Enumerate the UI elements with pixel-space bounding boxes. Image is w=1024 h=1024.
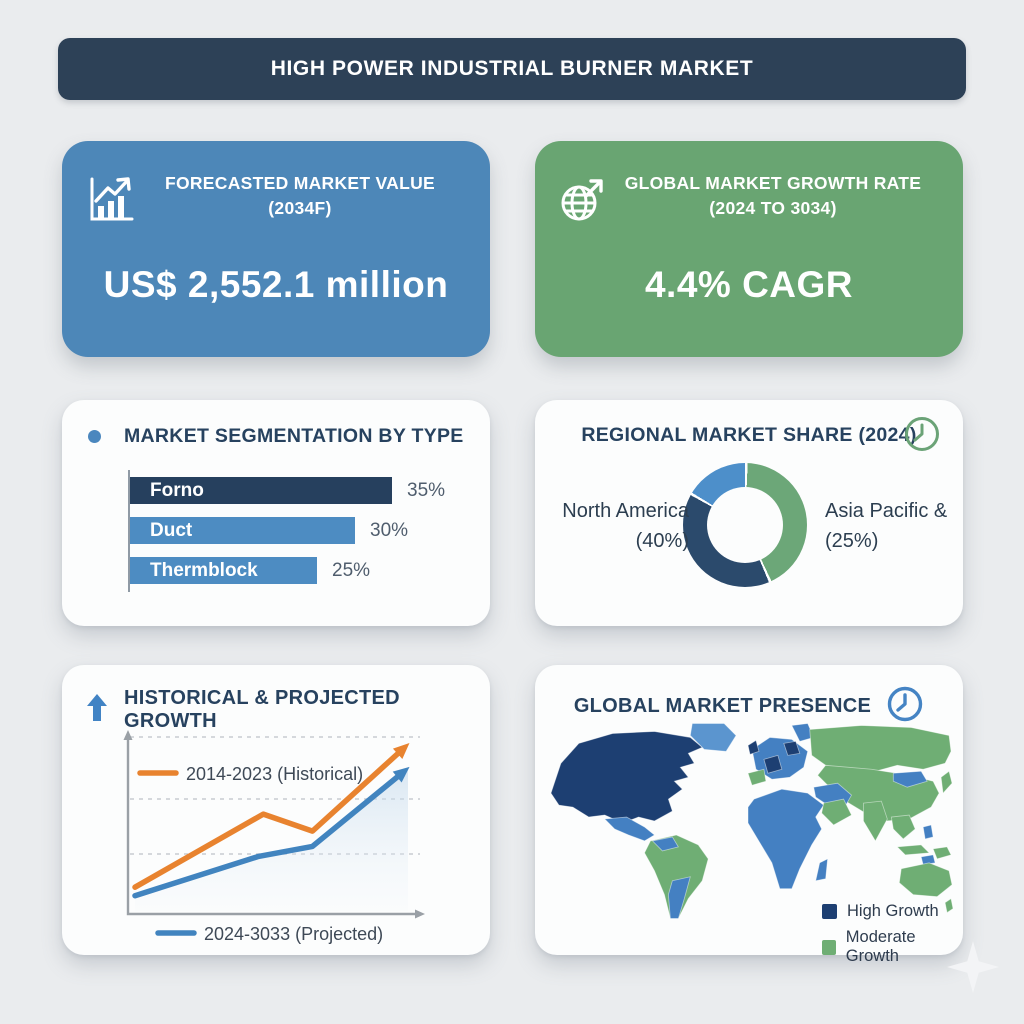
donut-label-text: North America	[562, 500, 689, 522]
bar-value: 30%	[370, 519, 409, 541]
regional-title: REGIONAL MARKET SHARE (2024)	[581, 424, 917, 446]
up-arrow-icon	[86, 693, 108, 727]
area-fill-layer	[135, 768, 408, 911]
segment-bar: Duct	[130, 517, 355, 544]
axes	[123, 730, 425, 919]
growth-rate-title-line1: GLOBAL MARKET GROWTH RATE	[624, 173, 922, 193]
segmentation-bar-chart: Forno 35% Duct 30% Thermblock 25%	[128, 470, 478, 592]
map-continents	[550, 723, 954, 919]
bar-label: Thermblock	[150, 559, 258, 581]
bar-row: Forno 35%	[130, 477, 445, 504]
donut-label-north-america: North America (40%)	[549, 496, 689, 556]
forecast-value: US$ 2,552.1 million	[103, 264, 449, 305]
series-lines-layer	[132, 743, 410, 899]
growth-rate-title-line2: (2024 TO 3034)	[709, 198, 837, 219]
growth-rate-title: GLOBAL MARKET GROWTH RATE (2024 TO 3034)	[613, 171, 933, 222]
bullet-dot-icon	[88, 430, 101, 443]
segment-bar: Thermblock	[130, 557, 317, 584]
bar-label: Duct	[150, 519, 193, 541]
growth-trend-card: HISTORICAL & PROJECTED GROWTH	[62, 665, 490, 955]
bar-row: Duct 30%	[130, 517, 408, 544]
segment-bar: Forno	[130, 477, 392, 504]
growth-rate-card: GLOBAL MARKET GROWTH RATE (2024 TO 3034)…	[535, 141, 963, 357]
moderate-growth-swatch	[822, 939, 836, 955]
forecast-title: FORECASTED MARKET VALUE (2034F)	[140, 171, 460, 222]
forecast-card: FORECASTED MARKET VALUE (2034F) US$ 2,55…	[62, 141, 490, 357]
bar-value: 35%	[407, 479, 446, 501]
legend-historical: 2014-2023 (Historical)	[137, 764, 363, 784]
moderate-growth-label: Moderate Growth	[845, 928, 916, 965]
forecast-title-line1: FORECASTED MARKET VALUE	[164, 173, 436, 193]
segmentation-card: MARKET SEGMENTATION BY TYPE Forno 35% Du…	[62, 400, 490, 626]
map-title: GLOBAL MARKET PRESENCE	[573, 695, 872, 717]
donut-label-text: Asia Pacific &	[825, 500, 948, 522]
high-growth-label: High Growth	[847, 902, 939, 920]
forecast-title-line2: (2034F)	[268, 198, 332, 219]
high-growth-swatch	[822, 904, 837, 919]
line-chart: 2014-2023 (Historical) 2024-3033 (Projec…	[123, 730, 425, 944]
growth-rate-value: 4.4% CAGR	[644, 264, 854, 305]
legend-row-high-growth: High Growth	[822, 902, 963, 921]
legend-row-moderate-growth: Moderate Growth	[822, 928, 963, 966]
world-map	[550, 723, 954, 919]
segmentation-title: MARKET SEGMENTATION BY TYPE	[124, 425, 464, 447]
donut-label-value: (40%)	[635, 530, 689, 552]
donut-label-asia-pacific: Asia Pacific & (25%)	[825, 496, 965, 556]
regional-share-card: REGIONAL MARKET SHARE (2024) North Ameri…	[535, 400, 963, 626]
header-bar: HIGH POWER INDUSTRIAL BURNER MARKET	[58, 38, 966, 100]
historical-legend-label: 2014-2023 (Historical)	[186, 764, 363, 784]
projected-legend-label: 2024-3033 (Projected)	[204, 924, 383, 944]
donut-chart	[683, 463, 807, 587]
bar-chart-axis	[128, 470, 130, 592]
bar-value: 25%	[332, 559, 371, 581]
donut-label-value: (25%)	[825, 530, 879, 552]
map-card: GLOBAL MARKET PRESENCE	[535, 665, 963, 965]
page-title: HIGH POWER INDUSTRIAL BURNER MARKET	[270, 57, 754, 80]
map-legend: High Growth Moderate Growth	[822, 902, 963, 966]
clock-icon	[903, 415, 941, 458]
bar-row: Thermblock 25%	[130, 557, 370, 584]
chart-increase-icon	[84, 171, 140, 232]
clock-icon	[886, 685, 924, 728]
globe-arrow-icon	[557, 171, 613, 232]
donut-hole	[707, 487, 783, 563]
legend-projected: 2024-3033 (Projected)	[155, 924, 383, 944]
bar-label: Forno	[150, 479, 204, 501]
growth-trend-title: HISTORICAL & PROJECTED GROWTH	[124, 687, 400, 732]
